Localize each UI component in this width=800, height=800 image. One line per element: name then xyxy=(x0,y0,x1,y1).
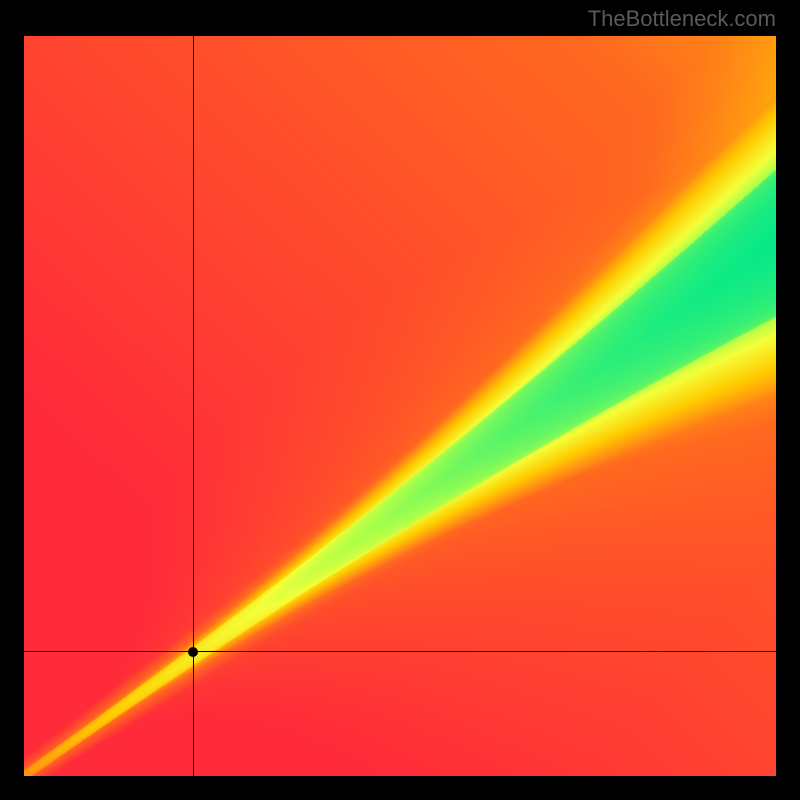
crosshair-vertical xyxy=(193,36,194,776)
selected-point-marker xyxy=(188,647,198,657)
bottleneck-heatmap xyxy=(24,36,776,776)
watermark-text: TheBottleneck.com xyxy=(588,6,776,32)
crosshair-horizontal xyxy=(24,651,776,652)
